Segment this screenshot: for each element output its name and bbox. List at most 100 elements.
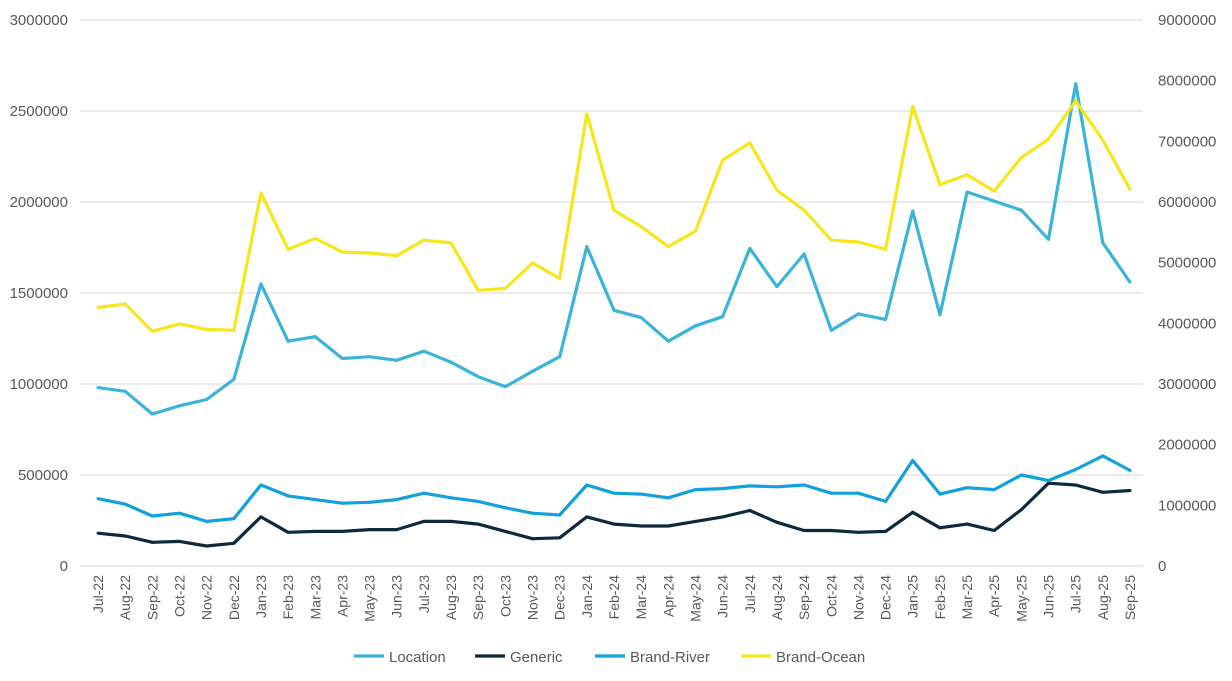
legend: Location Generic Brand-River Brand-Ocean [354, 649, 865, 666]
data-point-brand-river [693, 488, 697, 492]
data-point-brand-river [1101, 454, 1105, 458]
y-left-tick-label: 1500000 [10, 285, 68, 302]
x-tick-label: Dec-23 [552, 575, 568, 620]
data-point-brand-ocean [422, 238, 426, 242]
x-tick-label: Nov-23 [525, 575, 541, 620]
y-left-tick-label: 0 [60, 558, 68, 575]
y-right-tick-label: 1000000 [1158, 497, 1216, 514]
x-tick-label: Aug-25 [1095, 575, 1111, 620]
data-point-generic [96, 531, 100, 535]
data-point-brand-river [829, 491, 833, 495]
data-point-generic [721, 515, 725, 519]
data-point-brand-river [286, 494, 290, 498]
data-point-generic [1019, 508, 1023, 512]
data-point-brand-ocean [693, 229, 697, 233]
x-tick-label: Aug-23 [443, 575, 459, 620]
series-line-brand-ocean [97, 99, 1132, 333]
data-point-generic [1101, 490, 1105, 494]
y-right-tick-label: 3000000 [1158, 376, 1216, 393]
x-tick-label: Sep-23 [470, 575, 486, 620]
data-point-brand-river [775, 485, 779, 489]
data-point-brand-ocean [1019, 155, 1023, 159]
data-point-brand-river [911, 458, 915, 462]
data-point-brand-river [531, 511, 535, 515]
data-point-brand-ocean [259, 191, 263, 195]
data-point-brand-ocean [775, 188, 779, 192]
data-point-generic [911, 510, 915, 514]
y-right-tick-label: 0 [1158, 558, 1166, 575]
data-point-location [992, 199, 996, 203]
x-tick-label: Mar-24 [633, 575, 649, 620]
data-point-brand-ocean [884, 247, 888, 251]
data-point-brand-river [449, 496, 453, 500]
data-point-location [340, 357, 344, 361]
y-right-tick-label: 5000000 [1158, 255, 1216, 272]
data-point-location [476, 375, 480, 379]
legend-label: Brand-River [630, 649, 710, 666]
x-tick-label: Dec-24 [878, 575, 894, 620]
data-point-location [721, 315, 725, 319]
data-point-brand-ocean [639, 225, 643, 229]
x-tick-label: May-24 [687, 575, 703, 622]
x-tick-label: Apr-24 [660, 575, 676, 617]
data-point-location [422, 349, 426, 353]
data-point-brand-river [992, 488, 996, 492]
x-tick-label: Oct-23 [497, 575, 513, 617]
data-point-brand-ocean [286, 247, 290, 251]
data-point-location [313, 335, 317, 339]
x-tick-label: Feb-23 [280, 575, 296, 620]
data-point-location [177, 404, 181, 408]
data-point-generic [1074, 483, 1078, 487]
data-point-generic [177, 539, 181, 543]
data-point-location [965, 190, 969, 194]
x-tick-label: Jul-25 [1068, 575, 1084, 613]
data-point-brand-river [1047, 478, 1051, 482]
y-left-tick-label: 1000000 [10, 376, 68, 393]
data-point-location [775, 285, 779, 289]
y-right-tick-label: 2000000 [1158, 437, 1216, 454]
data-point-location [639, 316, 643, 320]
data-point-location [123, 389, 127, 393]
data-point-generic [884, 529, 888, 533]
data-point-brand-river [1019, 473, 1023, 477]
data-point-brand-river [123, 502, 127, 506]
data-point-generic [531, 537, 535, 541]
data-point-brand-ocean [856, 240, 860, 244]
data-point-generic [150, 540, 154, 544]
x-tick-label: Oct-24 [823, 575, 839, 617]
data-point-generic [503, 529, 507, 533]
data-point-brand-ocean [748, 141, 752, 145]
y-axis-left: 0 500000 1000000 1500000 2000000 2500000 30000… [10, 12, 68, 575]
x-tick-label: Sep-25 [1122, 575, 1138, 620]
data-point-generic [748, 508, 752, 512]
legend-item-brand-river: Brand-River [595, 649, 710, 666]
data-point-brand-ocean [911, 104, 915, 108]
data-point-location [938, 313, 942, 317]
data-point-location [531, 369, 535, 373]
data-point-brand-river [205, 519, 209, 523]
y-right-tick-label: 9000000 [1158, 12, 1216, 29]
data-point-brand-ocean [585, 112, 589, 116]
y-right-tick-label: 8000000 [1158, 73, 1216, 90]
x-tick-label: Aug-24 [769, 575, 785, 620]
data-point-location [205, 397, 209, 401]
x-tick-label: Mar-25 [959, 575, 975, 620]
data-point-brand-river [666, 496, 670, 500]
data-point-location [1019, 208, 1023, 212]
data-point-brand-ocean [340, 250, 344, 254]
data-point-location [1074, 82, 1078, 86]
legend-item-generic: Generic [475, 649, 563, 666]
y-left-tick-label: 2000000 [10, 194, 68, 211]
data-point-brand-river [965, 486, 969, 490]
data-point-brand-river [558, 513, 562, 517]
y-left-tick-label: 3000000 [10, 12, 68, 29]
data-point-brand-river [96, 497, 100, 501]
data-point-generic [612, 522, 616, 526]
data-point-location [856, 312, 860, 316]
data-point-location [1101, 241, 1105, 245]
x-axis: Jul-22 Aug-22 Sep-22 Oct-22 Nov-22 Dec-22 Jan-… [90, 575, 1138, 622]
x-tick-label: Sep-22 [144, 575, 160, 620]
data-point-location [884, 317, 888, 321]
data-point-brand-ocean [503, 286, 507, 290]
